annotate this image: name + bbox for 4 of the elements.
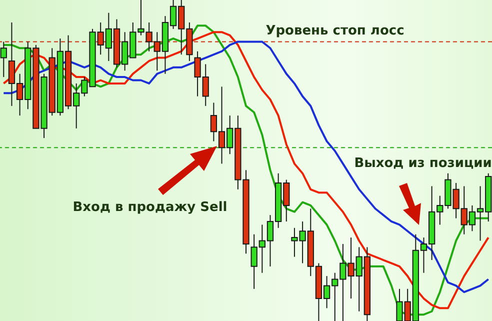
annotation: Выход из позиции — [354, 156, 492, 171]
ref-line-label: Уровень стоп лосс — [266, 24, 404, 39]
annotation: Вход в продажу Sell — [72, 200, 228, 215]
candlestick — [0, 41, 7, 78]
